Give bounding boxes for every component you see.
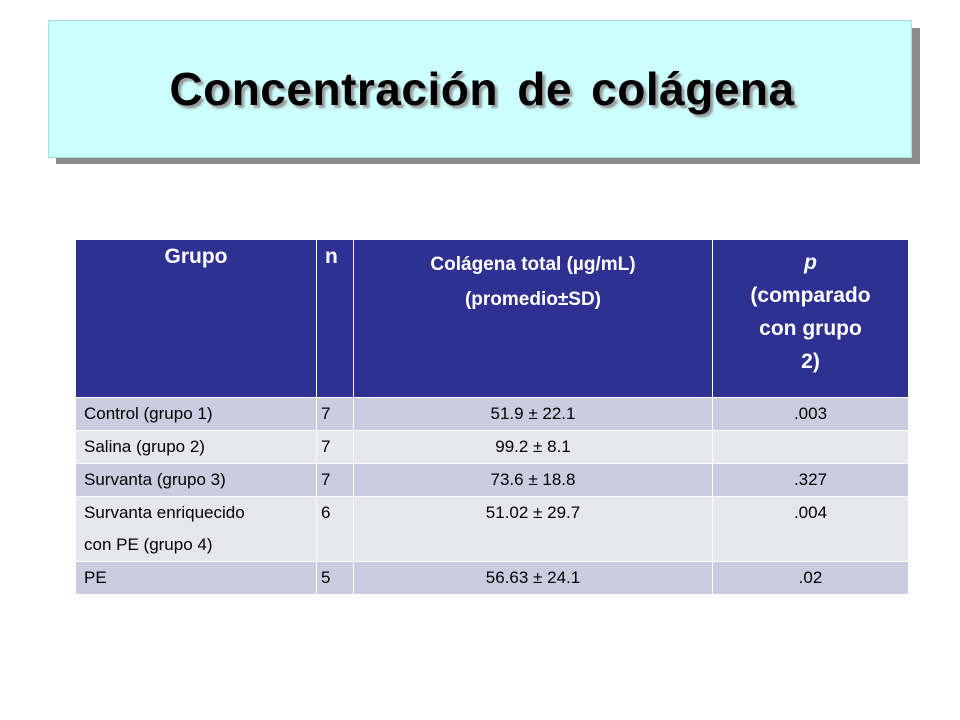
header-p: p (comparado con grupo 2) (712, 239, 909, 398)
cell-n: 7 (316, 430, 354, 464)
table-header-row: Grupo n Colágena total (µg/mL) (promedio… (75, 239, 909, 398)
cell-colagena: 51.9 ± 22.1 (353, 397, 713, 431)
cell-grupo: Control (grupo 1) (75, 397, 317, 431)
cell-colagena: 56.63 ± 24.1 (353, 561, 713, 595)
table-row: Control (grupo 1) 7 51.9 ± 22.1 .003 (75, 397, 909, 431)
header-colagena: Colágena total (µg/mL) (promedio±SD) (353, 239, 713, 398)
cell-colagena: 51.02 ± 29.7 (353, 496, 713, 562)
header-p-line2: con grupo (759, 317, 862, 340)
cell-n: 7 (316, 463, 354, 497)
cell-grupo-line1: Survanta enriquecido (84, 503, 245, 522)
cell-p: .02 (712, 561, 909, 595)
title-box: Concentración de colágena (48, 20, 912, 158)
cell-grupo-line2: con PE (grupo 4) (84, 535, 213, 554)
cell-p (712, 430, 909, 464)
cell-grupo: Survanta (grupo 3) (75, 463, 317, 497)
header-n: n (316, 239, 354, 398)
cell-p: .004 (712, 496, 909, 562)
header-p-line1: (comparado (750, 284, 871, 307)
header-colagena-line1: Colágena total (µg/mL) (430, 254, 636, 275)
cell-grupo: Survanta enriquecido con PE (grupo 4) (75, 496, 317, 562)
table-row: Survanta (grupo 3) 7 73.6 ± 18.8 .327 (75, 463, 909, 497)
table-row: PE 5 56.63 ± 24.1 .02 (75, 561, 909, 595)
table-row: Survanta enriquecido con PE (grupo 4) 6 … (75, 496, 909, 562)
cell-p: .003 (712, 397, 909, 431)
cell-colagena: 99.2 ± 8.1 (353, 430, 713, 464)
cell-grupo: PE (75, 561, 317, 595)
header-p-line3: 2) (801, 350, 820, 373)
cell-grupo: Salina (grupo 2) (75, 430, 317, 464)
cell-colagena: 73.6 ± 18.8 (353, 463, 713, 497)
cell-n: 7 (316, 397, 354, 431)
header-p-symbol: p (804, 251, 817, 274)
cell-n: 5 (316, 561, 354, 595)
slide-title: Concentración de colágena (169, 63, 795, 115)
cell-p: .327 (712, 463, 909, 497)
table-row: Salina (grupo 2) 7 99.2 ± 8.1 (75, 430, 909, 464)
cell-n: 6 (316, 496, 354, 562)
header-grupo: Grupo (75, 239, 317, 398)
collagen-table: Grupo n Colágena total (µg/mL) (promedio… (75, 239, 909, 595)
header-colagena-line2: (promedio±SD) (464, 289, 602, 310)
